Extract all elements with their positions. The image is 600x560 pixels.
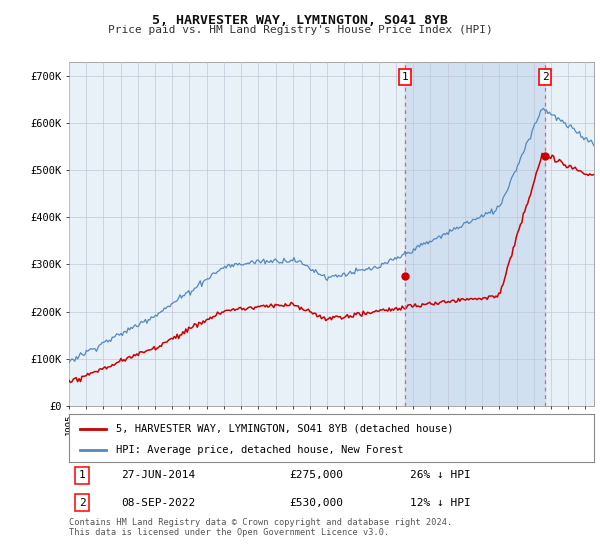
Text: HPI: Average price, detached house, New Forest: HPI: Average price, detached house, New … xyxy=(116,445,404,455)
Text: 12% ↓ HPI: 12% ↓ HPI xyxy=(410,497,471,507)
Text: Price paid vs. HM Land Registry's House Price Index (HPI): Price paid vs. HM Land Registry's House … xyxy=(107,25,493,35)
Text: 27-JUN-2014: 27-JUN-2014 xyxy=(121,470,196,480)
Text: £275,000: £275,000 xyxy=(290,470,343,480)
Text: 08-SEP-2022: 08-SEP-2022 xyxy=(121,497,196,507)
Text: 26% ↓ HPI: 26% ↓ HPI xyxy=(410,470,471,480)
Text: £530,000: £530,000 xyxy=(290,497,343,507)
Text: Contains HM Land Registry data © Crown copyright and database right 2024.
This d: Contains HM Land Registry data © Crown c… xyxy=(69,518,452,538)
Text: 5, HARVESTER WAY, LYMINGTON, SO41 8YB: 5, HARVESTER WAY, LYMINGTON, SO41 8YB xyxy=(152,14,448,27)
Text: 5, HARVESTER WAY, LYMINGTON, SO41 8YB (detached house): 5, HARVESTER WAY, LYMINGTON, SO41 8YB (d… xyxy=(116,424,454,433)
Text: 2: 2 xyxy=(542,72,548,82)
Text: 1: 1 xyxy=(79,470,86,480)
Text: 2: 2 xyxy=(79,497,86,507)
Bar xyxy=(404,62,545,406)
Text: 1: 1 xyxy=(401,72,408,82)
